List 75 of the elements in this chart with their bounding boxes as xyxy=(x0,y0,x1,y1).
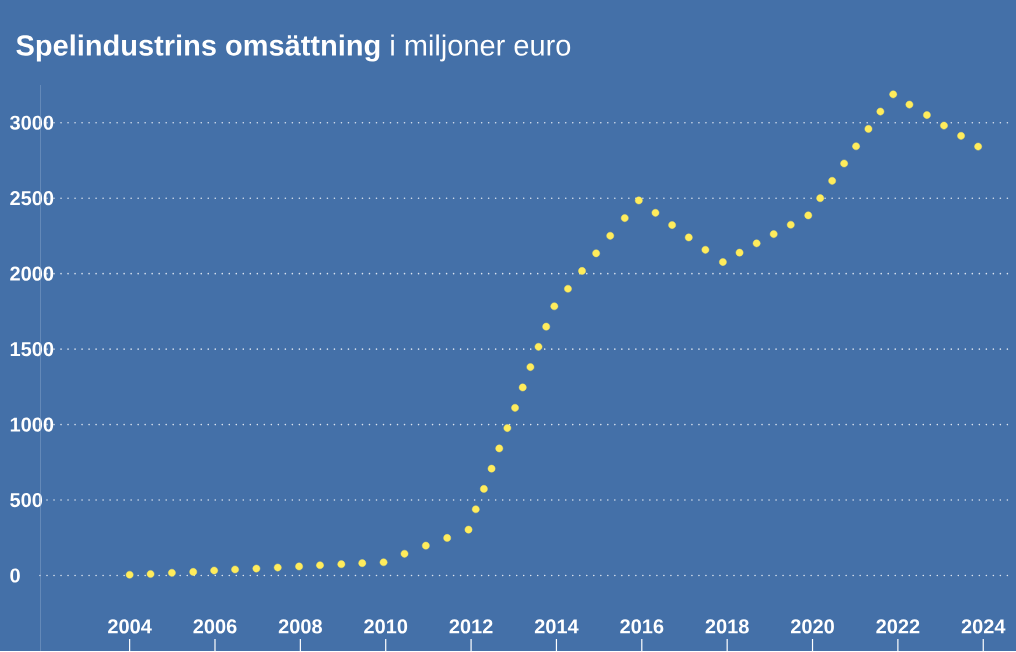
x-tick-label: 2018 xyxy=(705,619,749,634)
point xyxy=(719,258,727,267)
point xyxy=(273,563,282,572)
point xyxy=(125,571,134,579)
point xyxy=(635,196,643,205)
point xyxy=(852,142,860,151)
point xyxy=(905,101,914,109)
point xyxy=(651,209,660,217)
x-tick-label: 2016 xyxy=(620,619,664,634)
y-tick-label: 2000 xyxy=(10,266,54,281)
point xyxy=(480,485,488,493)
point xyxy=(889,90,897,99)
point xyxy=(358,559,367,568)
point xyxy=(542,323,550,331)
x-tick-label: 2012 xyxy=(449,619,493,634)
point xyxy=(769,230,778,239)
point xyxy=(752,239,761,248)
point xyxy=(168,569,176,577)
point xyxy=(400,550,409,558)
x-tick-label: 2020 xyxy=(790,619,834,634)
x-tick-label: 2024 xyxy=(961,619,1006,634)
point xyxy=(735,249,744,257)
y-tick-label: 0 xyxy=(10,568,20,583)
point xyxy=(804,211,813,220)
point xyxy=(828,177,836,185)
point xyxy=(231,565,239,574)
point xyxy=(864,125,873,133)
point xyxy=(337,560,346,569)
point xyxy=(526,363,535,372)
point xyxy=(464,526,473,534)
y-tick-label: 2500 xyxy=(10,191,54,206)
y-tick-label: 500 xyxy=(10,493,43,508)
point xyxy=(620,214,629,223)
point xyxy=(146,570,155,579)
chart-title: Spelindustrins omsättning i miljoner euro xyxy=(16,34,571,62)
point xyxy=(592,249,600,258)
x-tick-label: 2008 xyxy=(278,619,322,634)
x-tick-label: 2022 xyxy=(876,619,920,634)
x-tick-label: 2014 xyxy=(534,619,579,634)
x-tick-label: 2010 xyxy=(364,619,408,634)
point xyxy=(840,159,848,168)
point xyxy=(534,343,543,351)
point xyxy=(210,566,218,575)
point xyxy=(668,221,676,230)
point xyxy=(606,232,615,240)
point xyxy=(379,558,388,567)
point xyxy=(923,111,931,120)
point xyxy=(252,564,261,573)
point xyxy=(684,233,693,242)
point xyxy=(786,221,795,229)
point xyxy=(316,561,324,570)
point xyxy=(701,246,710,254)
x-tick-label: 2006 xyxy=(193,619,237,634)
point xyxy=(422,542,430,550)
y-tick-label: 1000 xyxy=(10,417,54,432)
point xyxy=(471,505,480,514)
point xyxy=(578,267,586,275)
y-tick-label: 1500 xyxy=(10,342,54,357)
x-tick-label: 2004 xyxy=(108,619,152,634)
point xyxy=(957,132,965,140)
point xyxy=(564,285,572,293)
point xyxy=(940,122,948,130)
y-tick-label: 3000 xyxy=(9,115,54,131)
point xyxy=(511,404,519,412)
point xyxy=(295,562,303,571)
point xyxy=(487,465,496,473)
point xyxy=(816,194,825,203)
point xyxy=(974,142,982,151)
point xyxy=(876,107,885,116)
point xyxy=(518,383,527,392)
point xyxy=(550,302,559,311)
point xyxy=(503,424,512,433)
point xyxy=(443,534,451,542)
point xyxy=(189,568,198,576)
point xyxy=(495,444,504,453)
